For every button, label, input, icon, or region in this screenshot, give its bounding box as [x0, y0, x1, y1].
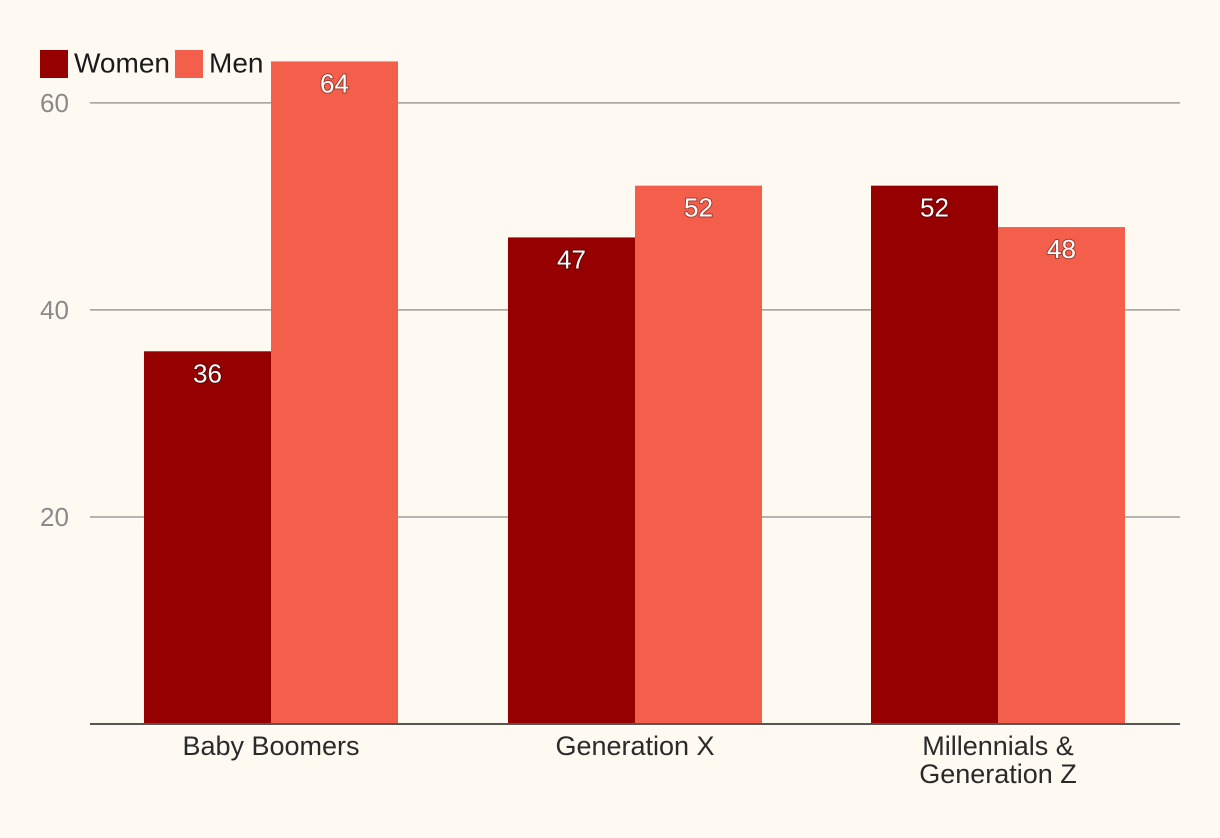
bar-women	[508, 237, 635, 725]
y-tick-label: 60	[40, 88, 69, 118]
value-label-men: 52	[684, 193, 713, 223]
bar-women	[871, 185, 998, 724]
legend-swatch-men	[175, 50, 203, 78]
legend: Women Men	[40, 48, 263, 79]
labels: 20 40 60 36 47 52 64 52 48 Baby Boomers Generation…	[40, 67, 1077, 789]
y-tick-label: 20	[40, 502, 69, 532]
y-tick-label: 40	[40, 295, 69, 325]
x-category-label-line: Millennials &	[922, 731, 1074, 761]
x-category-label-line: Baby Boomers	[182, 731, 359, 761]
x-category-label: Baby Boomers	[182, 731, 359, 761]
bar-men	[635, 185, 762, 724]
value-label-men: 48	[1047, 234, 1076, 264]
bars	[144, 61, 1125, 725]
value-label-women: 47	[557, 244, 586, 274]
value-label-women: 52	[920, 193, 949, 223]
x-category-label: Generation X	[555, 731, 714, 761]
bar-men	[998, 227, 1125, 724]
bar-women	[144, 351, 271, 724]
x-category-label: Millennials & Generation Z	[919, 731, 1077, 789]
legend-label-men: Men	[209, 48, 263, 79]
value-label-women: 36	[193, 358, 222, 388]
legend-label-women: Women	[74, 48, 170, 79]
legend-swatch-women	[40, 50, 68, 78]
x-category-label-line: Generation X	[555, 731, 714, 761]
value-label-men: 64	[320, 68, 349, 98]
x-category-label-line: Generation Z	[919, 759, 1077, 789]
bar-men	[271, 61, 398, 725]
